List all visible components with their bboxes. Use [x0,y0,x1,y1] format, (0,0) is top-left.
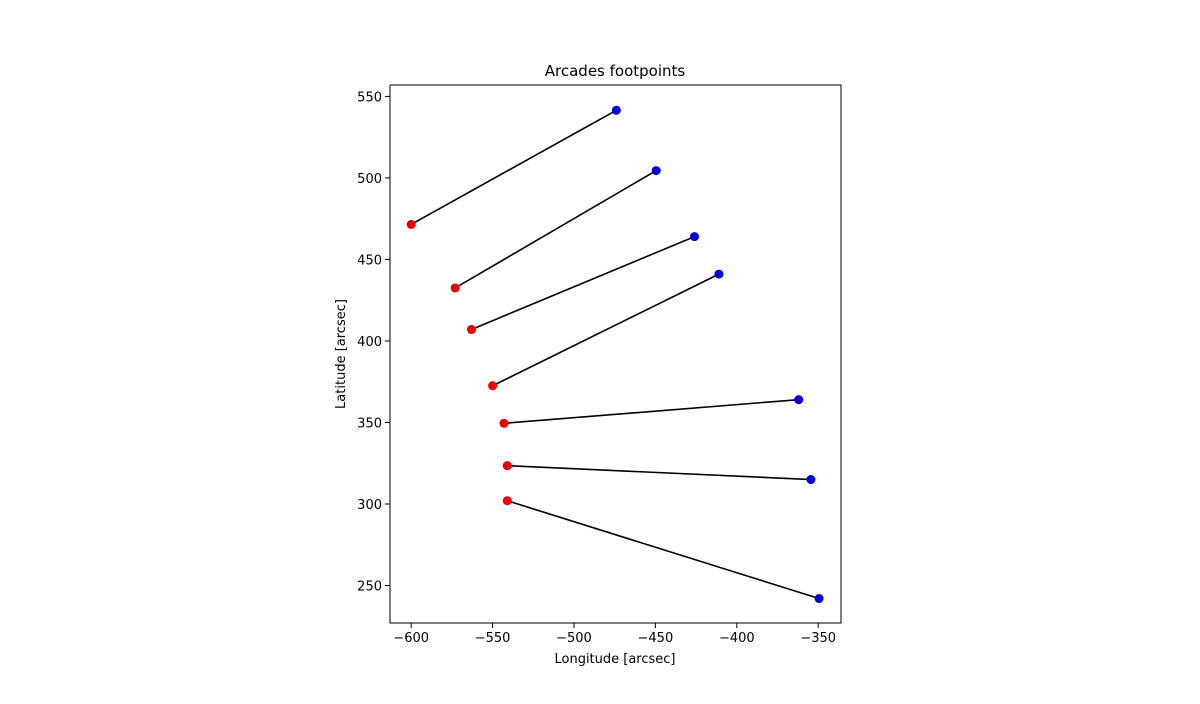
y-tick-label: 500 [357,172,382,187]
arcade-line-2 [454,169,657,289]
x-tick-label: −600 [393,631,429,646]
y-axis-label: Latitude [arcsec] [334,299,349,409]
arcade-line-6 [507,464,811,481]
footpoint-start-6 [502,461,512,471]
arcade-line-1 [410,109,617,226]
y-tick-label: 450 [357,253,382,268]
x-tick-label: −500 [556,631,592,646]
footpoint-end-1 [611,105,621,115]
arcade-line-3 [471,235,695,331]
footpoint-end-7 [814,594,824,604]
footpoint-end-4 [714,269,724,279]
footpoint-end-5 [794,395,804,405]
plot-area [389,84,842,624]
x-tick-label: −400 [719,631,755,646]
y-tick-label: 550 [357,90,382,105]
x-axis-label: Longitude [arcsec] [554,652,675,667]
x-axis: −600 −550 −500 −450 −400 −350 [393,623,836,646]
footpoint-end-2 [651,166,661,176]
footpoint-start-3 [466,325,476,335]
arcade-line-5 [503,398,799,425]
x-tick-label: −350 [800,631,836,646]
y-axis: 250 300 350 400 450 500 550 [357,90,390,595]
footpoint-end-3 [689,232,699,242]
footpoint-start-4 [488,381,498,391]
y-tick-label: 250 [357,580,382,595]
footpoint-end-6 [806,475,816,485]
footpoint-start-1 [406,219,416,229]
arcade-line-7 [506,499,820,600]
y-tick-label: 400 [357,335,382,350]
plot-frame [389,84,842,624]
footpoint-start-5 [499,418,509,428]
chart-title: Arcades footpoints [545,62,686,80]
x-tick-label: −450 [638,631,674,646]
footpoint-start-2 [450,283,460,293]
footpoint-start-7 [502,496,512,506]
x-tick-label: −550 [475,631,511,646]
y-tick-label: 300 [357,498,382,513]
y-tick-label: 350 [357,416,382,431]
arcade-line-4 [492,273,720,387]
